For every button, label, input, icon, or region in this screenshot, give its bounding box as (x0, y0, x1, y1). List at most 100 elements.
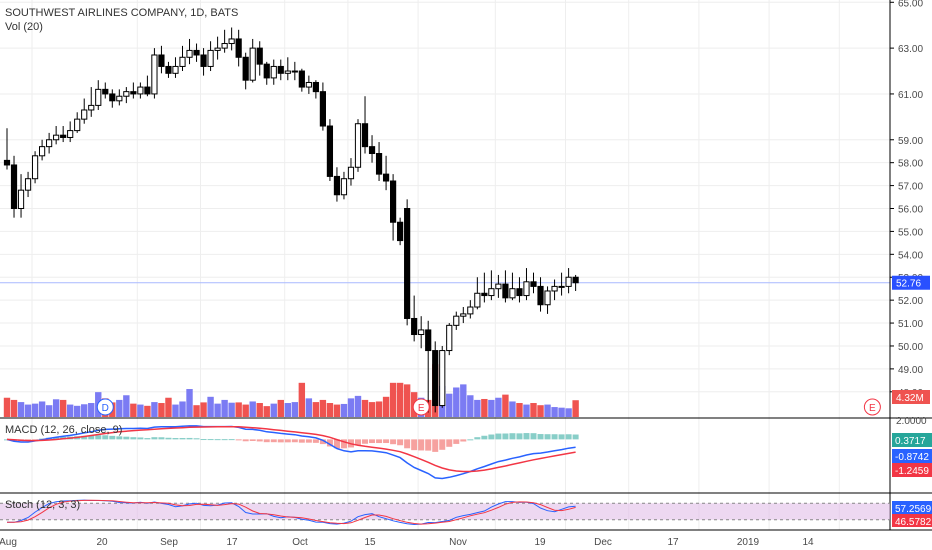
volume-bar-71 (502, 394, 509, 417)
volume-bar-75 (530, 403, 537, 417)
candle-body-0 (3, 159, 11, 166)
macd-histogram-73 (516, 433, 523, 440)
volume-bar-45 (319, 399, 327, 417)
candle-body-34 (242, 56, 249, 81)
macd-histogram-48 (340, 439, 347, 449)
macd-histogram-21 (151, 437, 158, 440)
macd-histogram-23 (165, 437, 172, 440)
candle-body-39 (277, 65, 284, 74)
macd-histogram-7 (53, 437, 60, 440)
price-tick-label-10: 52.00 (898, 296, 923, 307)
volume-bar-54 (382, 396, 390, 417)
macd-signal-tag (892, 463, 932, 477)
candle-body-13 (95, 88, 102, 106)
time-tick-label-1: 20 (96, 537, 108, 548)
candle-body-76 (537, 285, 544, 306)
macd-histogram-24 (172, 438, 179, 440)
volume-bar-39 (277, 399, 284, 417)
time-tick-label-3: 17 (226, 537, 238, 548)
chart-title: SOUTHWEST AIRLINES COMPANY, 1D, BATS (5, 7, 239, 19)
stoch-d-line (6, 499, 576, 525)
macd-histogram-11 (81, 435, 88, 440)
time-tick-label-9: 17 (667, 537, 679, 548)
volume-bar-38 (270, 403, 277, 417)
macd-histogram-78 (551, 434, 558, 440)
macd-histogram-47 (333, 439, 340, 449)
volume-bar-26 (186, 389, 193, 417)
stoch-band (0, 503, 890, 520)
macd-histogram-25 (179, 438, 186, 440)
volume-bar-44 (312, 402, 320, 417)
macd-histogram-63 (446, 439, 453, 447)
volume-bar-4 (31, 403, 39, 417)
candle-body-5 (39, 146, 46, 157)
volume-bar-1 (10, 399, 18, 417)
candle-body-9 (67, 130, 74, 138)
macd-histogram-14 (102, 435, 109, 440)
candle-body-46 (326, 125, 334, 177)
macd-histogram-37 (263, 439, 270, 443)
candle-body-71 (502, 283, 509, 299)
macd-histogram-57 (404, 439, 411, 449)
volume-bar-12 (88, 403, 95, 417)
candle-body-63 (446, 324, 453, 352)
volume-bar-0 (3, 397, 11, 417)
macd-histogram-34 (242, 439, 249, 442)
time-tick-label-8: Dec (594, 537, 612, 548)
volume-bar-49 (347, 398, 355, 417)
macd-histogram-19 (137, 437, 144, 440)
macd-histogram-59 (418, 439, 425, 451)
volume-bar-21 (151, 402, 158, 417)
volume-bar-32 (228, 402, 235, 417)
volume-legend: Vol (20) (5, 21, 43, 33)
candle-body-14 (102, 88, 109, 95)
macd-histogram-61 (432, 439, 439, 452)
macd-histogram-32 (228, 439, 235, 441)
macd-histogram-71 (502, 433, 509, 440)
candle-body-4 (31, 155, 39, 180)
macd-signal-tag-label: -1.2459 (895, 466, 929, 477)
candle-body-24 (172, 65, 179, 74)
candle-body-61 (432, 350, 439, 407)
candle-body-69 (488, 288, 495, 297)
candle-body-57 (404, 208, 411, 319)
price-tick-label-12: 50.00 (898, 342, 923, 353)
price-tick-label-1: 63.00 (898, 44, 923, 55)
volume-bar-53 (375, 401, 383, 417)
volume-bar-2 (17, 402, 25, 417)
macd-histogram-54 (383, 439, 390, 444)
candle-body-62 (439, 350, 446, 407)
volume-bar-27 (193, 405, 200, 417)
volume-bar-22 (158, 403, 165, 417)
candle-body-33 (235, 38, 242, 58)
candle-body-11 (81, 109, 88, 120)
stoch-d-tag-label: 46.5782 (895, 517, 932, 528)
macd-histogram-64 (453, 439, 460, 444)
volume-bar-37 (263, 406, 270, 417)
macd-histogram-31 (221, 439, 228, 441)
stoch-d-tag (892, 514, 932, 527)
macd-histogram-58 (411, 439, 418, 451)
macd-histogram-52 (369, 439, 376, 444)
candle-body-19 (137, 86, 144, 95)
volume-bar-57 (403, 384, 411, 417)
earnings-marker-0 (412, 398, 430, 416)
candle-body-29 (207, 49, 214, 67)
volume-bar-51 (361, 399, 369, 417)
candle-body-66 (467, 306, 474, 315)
candle-body-40 (284, 70, 291, 74)
candle-body-7 (53, 134, 60, 141)
macd-histogram-70 (495, 433, 502, 440)
macd-histogram-74 (523, 433, 530, 440)
volume-bar-76 (537, 405, 544, 417)
volume-bar-79 (558, 407, 565, 417)
macd-histogram-62 (439, 439, 446, 450)
volume-bar-6 (45, 405, 53, 417)
macd-histogram-42 (298, 439, 305, 443)
volume-bar-28 (200, 402, 207, 417)
volume-bar-63 (446, 393, 453, 417)
candle-body-77 (544, 290, 551, 306)
price-tick-label-6: 56.00 (898, 205, 923, 216)
candle-body-50 (354, 123, 362, 168)
